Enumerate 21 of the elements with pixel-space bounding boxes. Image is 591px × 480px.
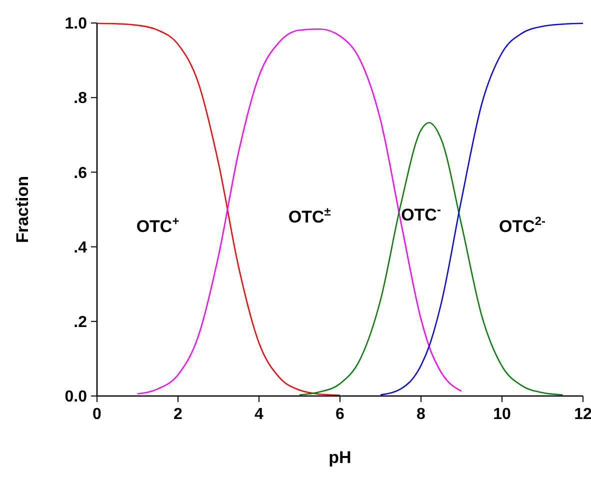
annotation: OTC$^{+}$	[136, 214, 180, 236]
y-tick-label: 0.0	[64, 388, 88, 406]
x-tick-label: 10	[493, 406, 511, 423]
line-series	[380, 22, 584, 396]
x-tick-label: 4	[254, 406, 264, 423]
x-axis-title: pH	[328, 448, 352, 467]
y-tick-label: .4	[74, 239, 88, 256]
annotation: OTC$^{±}$	[288, 204, 332, 227]
x-tick-label: 6	[336, 406, 345, 423]
x-tick-label: 2	[174, 406, 183, 423]
y-axis-title: Fraction	[13, 176, 32, 244]
x-tick-label: 0	[92, 406, 102, 423]
y-tick-label: .8	[74, 90, 88, 108]
x-tick-label: 12	[574, 406, 591, 423]
y-tick-label: .2	[74, 314, 88, 331]
annotation: OTC$^{-}$	[401, 202, 441, 225]
x-tick-label: 8	[416, 406, 426, 423]
line-series	[136, 28, 462, 394]
y-tick-label: .6	[74, 164, 88, 182]
y-tick-label: 1.0	[64, 16, 88, 33]
annotation: OTC$^{2-}$	[499, 214, 546, 236]
